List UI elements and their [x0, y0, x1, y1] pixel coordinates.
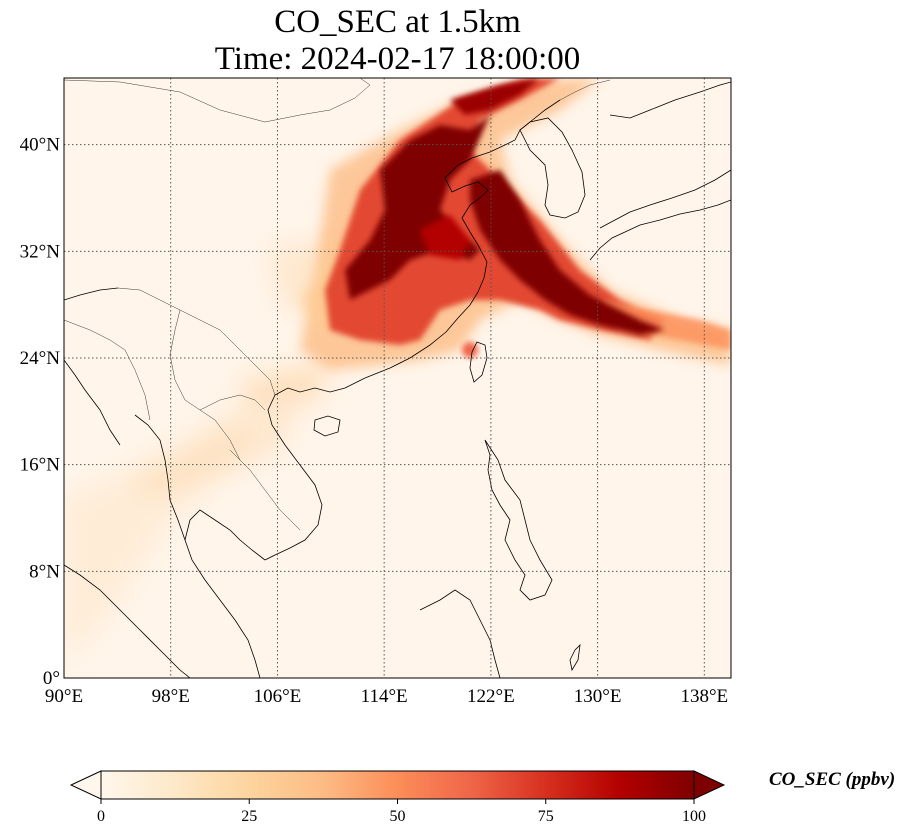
lon-tick-label: 122°E — [467, 686, 515, 707]
china-east-coast — [444, 99, 561, 263]
gridlines — [64, 78, 731, 678]
mongolia-border — [64, 78, 371, 123]
colorbar-label: CO_SEC (ppbv) — [769, 769, 896, 790]
map-frame — [63, 77, 732, 679]
korea-coast — [519, 117, 586, 219]
philippines-coast — [484, 439, 553, 601]
colorbar-tick-label: 50 — [390, 808, 406, 825]
co-concentration-field — [64, 78, 731, 660]
myanmar-border — [169, 309, 241, 461]
title-time-line: Time: 2024-02-17 18:00:00 — [214, 41, 581, 77]
lat-tick-label: 8°N — [29, 561, 60, 582]
colorbar-tick-label: 0 — [97, 808, 105, 825]
cambodia-border — [229, 449, 301, 531]
axis-tick-labels: 90°E 98°E 106°E 114°E 122°E 130°E 138°E 0° 8°N 16… — [20, 135, 729, 707]
colorbar: 0 25 50 75 100 — [69, 770, 726, 825]
japan-coast-north — [599, 169, 731, 229]
map-panel — [64, 78, 731, 678]
colorbar-tick-label: 75 — [538, 808, 554, 825]
lat-tick-label: 40°N — [20, 135, 61, 156]
colorbar-tick-label: 100 — [682, 808, 706, 825]
coastlines — [64, 81, 731, 678]
country-borders — [64, 78, 611, 531]
sulawesi-coast — [569, 643, 581, 672]
russia-border — [559, 79, 611, 101]
lon-tick-label: 106°E — [254, 686, 302, 707]
sumatra-coast — [64, 564, 191, 678]
lat-tick-label: 24°N — [20, 348, 61, 369]
title-variable-line: CO_SEC at 1.5km — [274, 4, 521, 40]
colorbar-gradient — [101, 771, 694, 799]
taiwan-coast — [469, 341, 488, 383]
colorbar-max-extend — [693, 770, 726, 800]
india-myanmar-border — [64, 319, 151, 421]
bangladesh-coast — [64, 287, 119, 301]
lon-tick-label: 98°E — [152, 686, 190, 707]
plume-taiwan-patch — [462, 342, 478, 358]
lat-tick-label: 32°N — [20, 241, 61, 262]
bay-of-bengal-coast — [64, 359, 121, 446]
laos-border — [199, 394, 266, 411]
china-south-coast — [274, 261, 488, 396]
lon-tick-label: 90°E — [45, 686, 83, 707]
borneo-coast — [419, 589, 501, 678]
lon-tick-label: 138°E — [680, 686, 728, 707]
colorbar-min-extend — [69, 770, 102, 800]
china-sw-border — [117, 287, 276, 396]
lon-tick-label: 114°E — [361, 686, 408, 707]
plume-core — [345, 78, 665, 335]
colorbar-ticks: 0 25 50 75 100 — [97, 799, 706, 825]
malay-west-coast — [134, 414, 186, 541]
japan-coast-south — [589, 199, 731, 261]
colorbar-tick-label: 25 — [241, 808, 257, 825]
japan-hokkaido-coast — [609, 81, 731, 119]
lat-tick-label: 0° — [43, 668, 60, 689]
lon-tick-label: 130°E — [574, 686, 622, 707]
lat-tick-label: 16°N — [20, 455, 61, 476]
vietnam-coast — [264, 394, 323, 561]
hainan-coast — [313, 415, 341, 437]
map-title: CO_SEC at 1.5km Time: 2024-02-17 18:00:0… — [64, 4, 731, 78]
